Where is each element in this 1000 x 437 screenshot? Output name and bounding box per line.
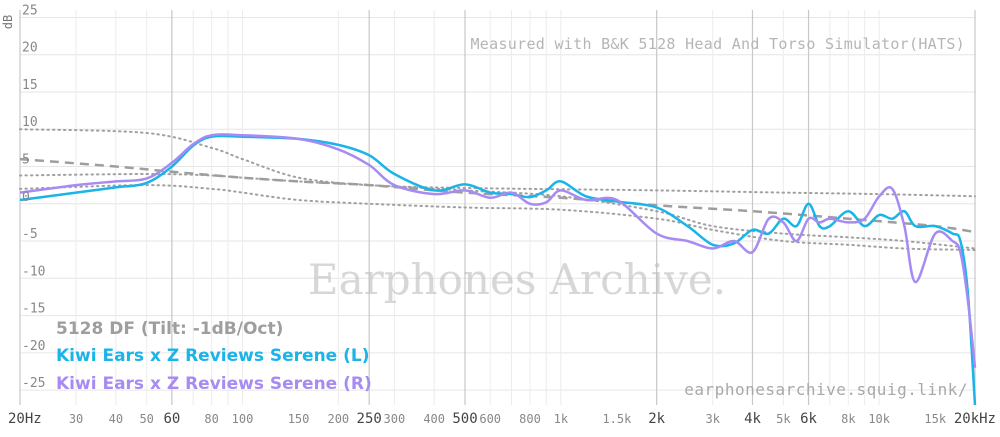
legend-entry-3[interactable]: Kiwi Ears x Z Reviews Serene (R) (56, 374, 372, 394)
x-tick-label: 6k (800, 411, 817, 427)
x-tick-label: 10k (868, 412, 890, 426)
legend: 5128 DF (Tilt: -1dB/Oct) Kiwi Ears x Z Re… (56, 319, 372, 394)
x-tick-label: 1.5k (602, 412, 632, 426)
x-tick-label: 100 (232, 412, 254, 426)
y-tick-label: 15 (22, 78, 38, 93)
y-tick-label: 25 (22, 3, 38, 18)
x-tick-label: 200 (327, 412, 349, 426)
y-tick-label: 5 (22, 153, 30, 168)
x-tick-label: 300 (384, 412, 406, 426)
y-axis-unit-label: dB (1, 15, 15, 29)
measurement-note: Measured with B&K 5128 Head And Torso Si… (470, 35, 965, 53)
x-tick-label: 250 (357, 411, 382, 427)
x-tick-label: 800 (519, 412, 541, 426)
y-tick-label: 10 (22, 115, 38, 130)
series-line-2 (19, 134, 977, 406)
x-tick-label: 500 (452, 411, 477, 427)
legend-entry-1[interactable]: 5128 DF (Tilt: -1dB/Oct) (56, 319, 283, 339)
x-tick-label: 3k (705, 412, 720, 426)
site-url: earphonesarchive.squig.link/ (684, 380, 968, 399)
x-tick-label: 30 (69, 412, 83, 426)
x-tick-label: 2k (648, 411, 665, 427)
y-tick-label: 0 (22, 190, 30, 205)
x-tick-label: 1k (554, 412, 569, 426)
reference-curve-middle-dotted (19, 172, 976, 250)
x-tick-label: 15k (924, 412, 946, 426)
legend-entry-2[interactable]: Kiwi Ears x Z Reviews Serene (L) (56, 346, 370, 366)
x-tick-label: 80 (204, 412, 218, 426)
x-tick-label: 5k (776, 412, 791, 426)
series-line-3 (19, 133, 977, 368)
x-tick-label: 20kHz (954, 411, 996, 427)
x-tick-label: 400 (423, 412, 445, 426)
y-tick-label: -10 (22, 264, 45, 279)
grid (19, 10, 976, 405)
reference-curve-lower-dotted (19, 184, 976, 251)
y-tick-label: -20 (22, 339, 45, 354)
reference-curves (19, 128, 976, 251)
y-tick-label: -5 (22, 227, 38, 242)
annotation-layer: Measured with B&K 5128 Head And Torso Si… (308, 35, 968, 399)
x-tick-label: 600 (479, 412, 501, 426)
series-lines (19, 133, 977, 406)
x-tick-label: 40 (109, 412, 123, 426)
x-tick-label: 150 (288, 412, 310, 426)
watermark: Earphones Archive. (308, 255, 726, 304)
x-tick-label: 20Hz (8, 411, 42, 427)
y-tick-label: -15 (22, 302, 45, 317)
x-tick-label: 60 (163, 411, 180, 427)
x-tick-label: 8k (841, 412, 856, 426)
reference-curve-upper-dotted (19, 128, 976, 198)
y-tick-label: 20 (22, 41, 38, 56)
y-tick-label: -25 (22, 376, 45, 391)
x-tick-label: 4k (744, 411, 761, 427)
x-tick-label: 50 (139, 412, 153, 426)
